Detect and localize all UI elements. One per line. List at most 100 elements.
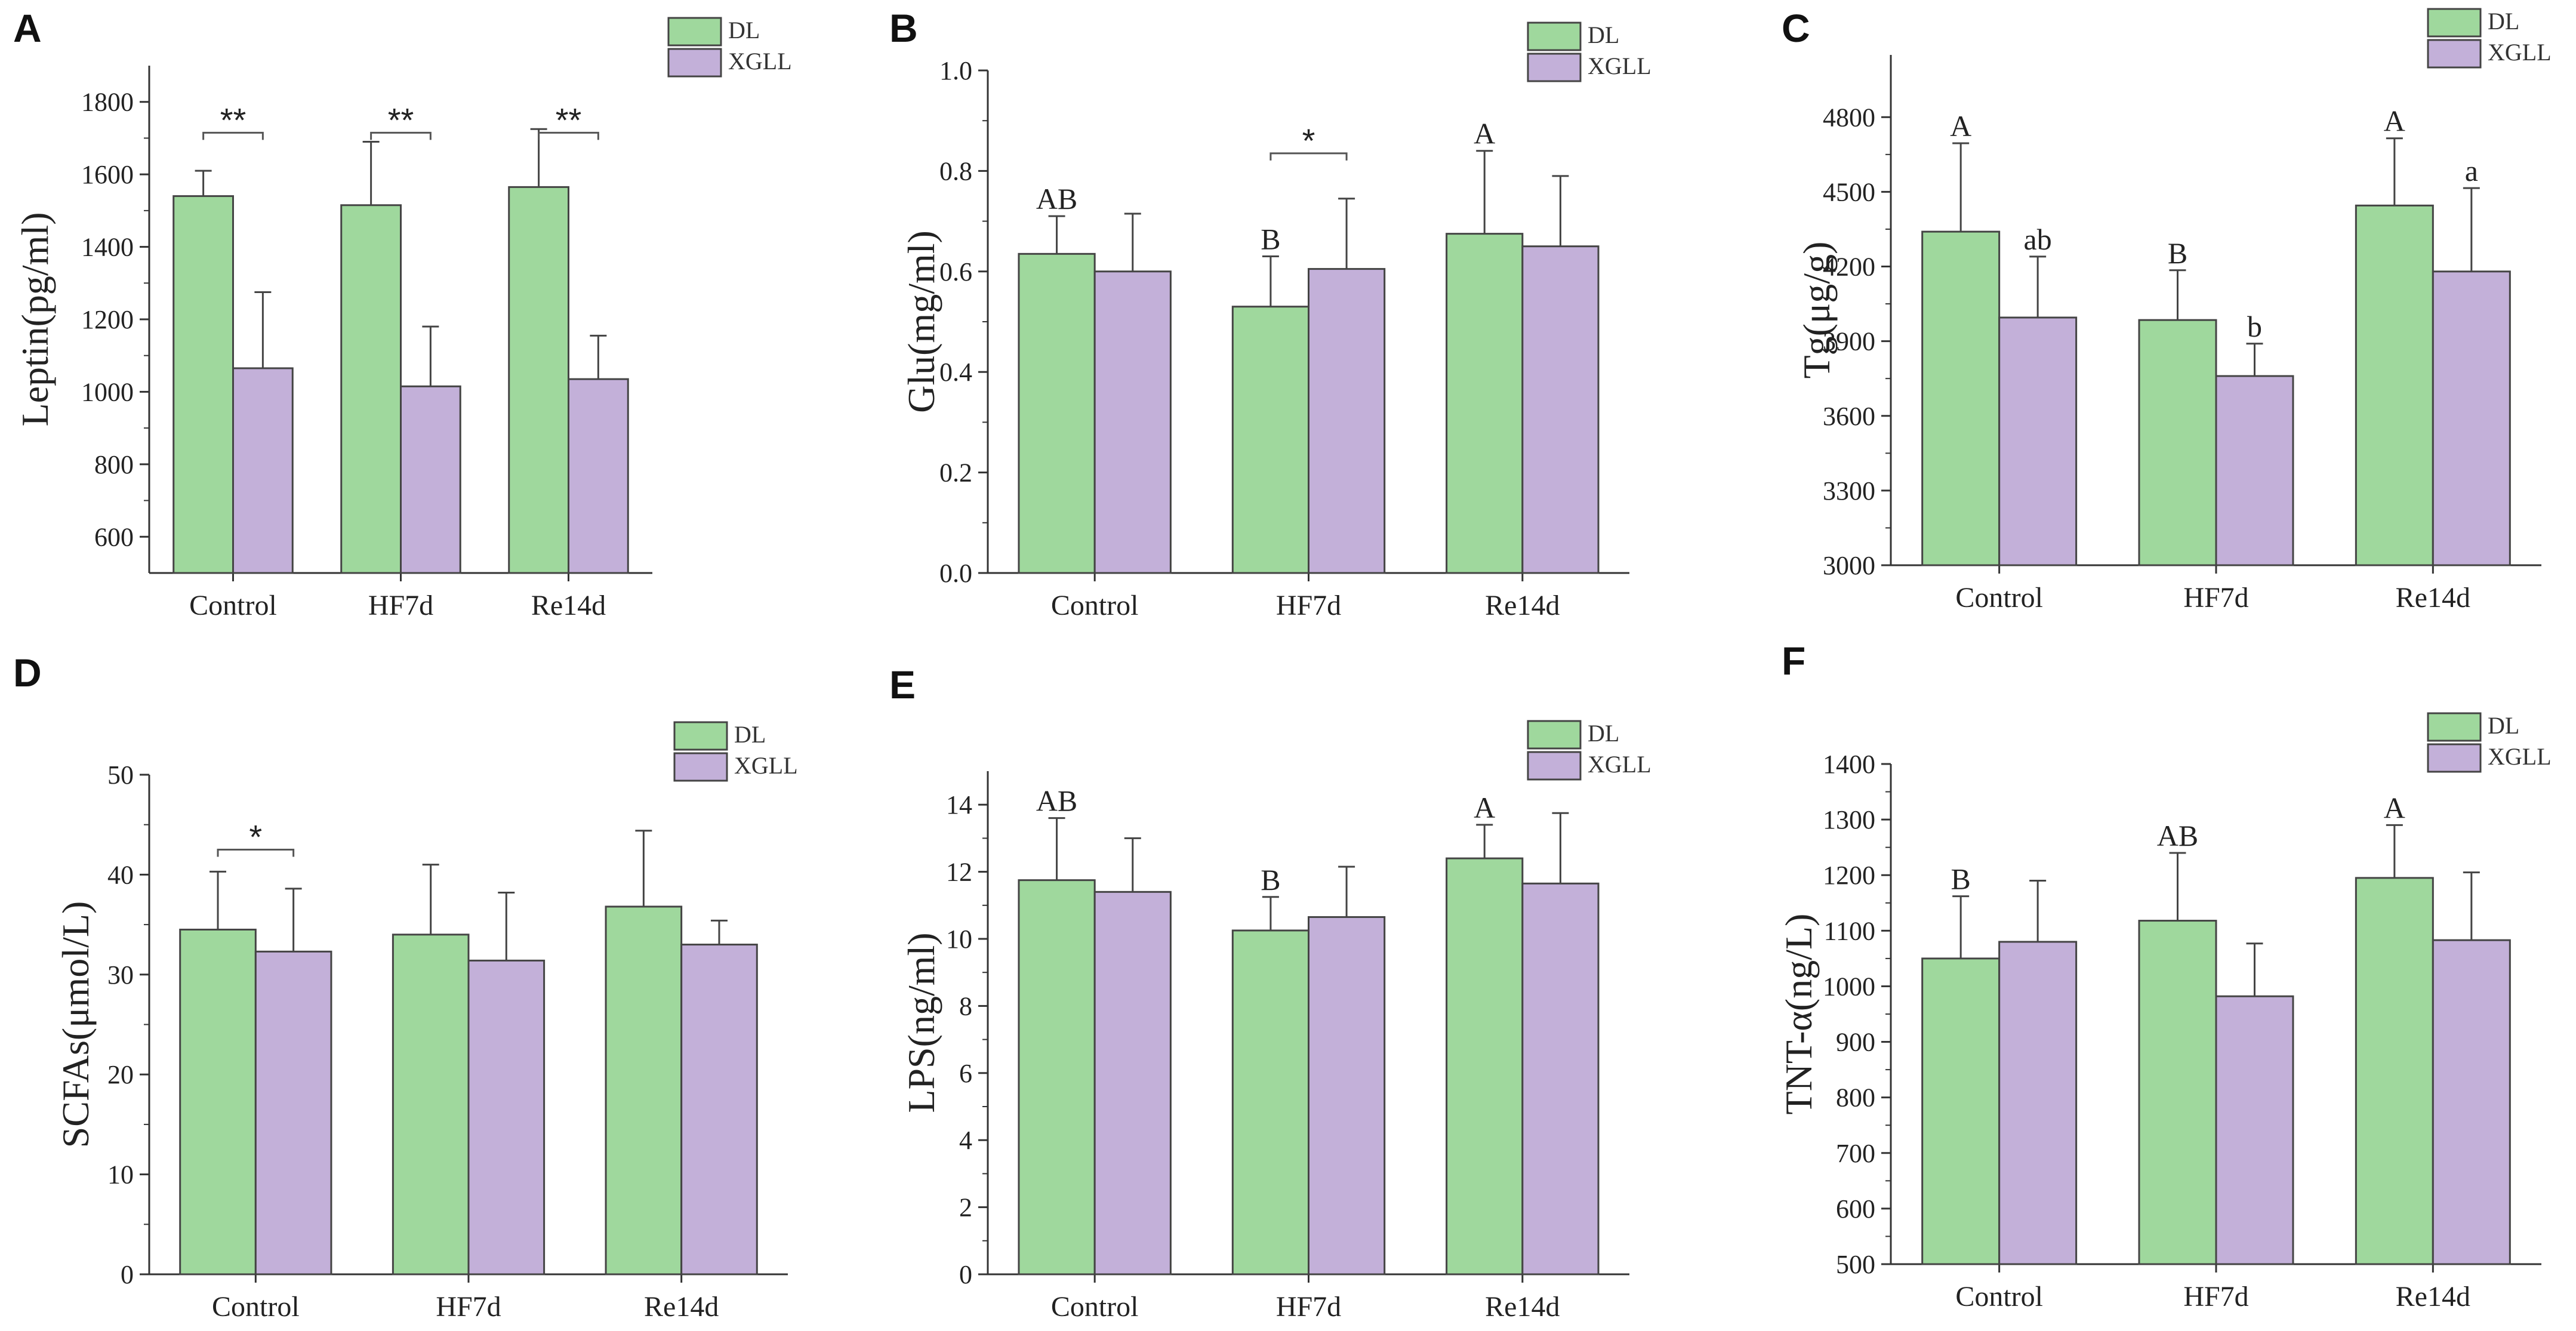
- y-tick-label: 1200: [81, 305, 134, 334]
- x-tick-label: Re14d: [644, 1291, 719, 1323]
- y-tick-label: 0.2: [939, 458, 972, 488]
- legend-swatch-dl: [1527, 720, 1582, 750]
- y-tick-label: 2: [959, 1193, 972, 1222]
- significance-letter: a: [2465, 154, 2478, 187]
- significance-stars: *: [249, 818, 262, 856]
- bar-dl-re14d: [508, 186, 569, 574]
- significance-bracket: [202, 131, 264, 140]
- y-axis-title: LPS(ng/ml): [900, 932, 942, 1113]
- significance-letter: AB: [2157, 819, 2198, 852]
- y-tick-label: 500: [1836, 1250, 1875, 1279]
- y-tick-label: 1000: [81, 377, 134, 406]
- legend-label: XGLL: [734, 752, 798, 779]
- legend-swatch-xgll: [2427, 743, 2482, 773]
- y-tick-label: 30: [107, 960, 134, 990]
- x-tick-label: HF7d: [1276, 1291, 1341, 1323]
- significance-letter: A: [1950, 109, 1971, 143]
- y-axis-title: Leptin(pg/ml): [14, 212, 56, 426]
- y-tick-label: 40: [107, 860, 134, 889]
- bar-dl-re14d: [2355, 204, 2434, 566]
- y-tick-label: 1100: [1824, 916, 1875, 945]
- y-tick-label: 4800: [1823, 103, 1875, 132]
- bar-dl-re14d: [1446, 857, 1524, 1275]
- significance-bracket: [370, 131, 432, 140]
- x-tick-label: Re14d: [2396, 1281, 2470, 1312]
- x-tick-label: Control: [1955, 1281, 2043, 1312]
- bar-xgll-control: [1998, 941, 2078, 1265]
- y-tick-label: 600: [1836, 1194, 1875, 1224]
- x-tick-label: Re14d: [1485, 590, 1560, 621]
- significance-bracket: [1269, 152, 1348, 161]
- y-tick-label: 0.0: [939, 559, 972, 588]
- bar-dl-control: [1018, 252, 1096, 574]
- x-tick-label: Re14d: [1485, 1291, 1560, 1323]
- bar-dl-hf7d: [1231, 929, 1310, 1275]
- bar-dl-control: [1921, 957, 2001, 1265]
- panel-f: F 500 600 700 800 900 1000 1100 1200 1300 1400 TNT-…: [1777, 639, 2552, 1312]
- y-tick-label: 600: [94, 522, 134, 551]
- y-tick-label: 1300: [1823, 805, 1875, 834]
- legend-swatch-xgll: [1527, 53, 1582, 82]
- y-axis-title: SCFAs(μmol/L): [54, 901, 97, 1148]
- bar-xgll-hf7d: [400, 385, 461, 574]
- bar-xgll-re14d: [568, 378, 629, 574]
- legend-label: XGLL: [728, 48, 792, 75]
- y-tick-label: 700: [1836, 1139, 1875, 1168]
- y-tick-label: 4500: [1823, 177, 1875, 207]
- bar-xgll-hf7d: [2215, 995, 2294, 1265]
- legend-label: XGLL: [1588, 53, 1651, 79]
- significance-stars: *: [1302, 122, 1315, 159]
- legend-label: DL: [2488, 8, 2519, 35]
- x-tick-label: Control: [189, 590, 277, 621]
- x-tick-label: Control: [1051, 590, 1139, 621]
- y-tick-label: 0: [121, 1260, 134, 1289]
- y-tick-label: 3300: [1823, 476, 1875, 506]
- y-tick-label: 3000: [1823, 551, 1875, 580]
- bar-dl-hf7d: [340, 204, 402, 574]
- y-tick-label: 6: [959, 1059, 972, 1088]
- panel-letter: D: [13, 651, 42, 695]
- significance-bracket: [217, 849, 295, 857]
- bar-xgll-re14d: [2432, 939, 2511, 1265]
- x-tick-label: Control: [1051, 1291, 1139, 1323]
- y-tick-label: 50: [107, 760, 134, 790]
- bar-dl-re14d: [2355, 877, 2434, 1265]
- y-tick-label: 3600: [1823, 402, 1875, 431]
- x-tick-label: HF7d: [2183, 1281, 2248, 1312]
- legend-label: XGLL: [2488, 39, 2552, 66]
- y-tick-label: 1000: [1823, 972, 1875, 1001]
- y-tick-label: 20: [107, 1060, 134, 1089]
- significance-letter: B: [2168, 236, 2187, 270]
- panel-letter: C: [1782, 6, 1810, 50]
- x-tick-label: Re14d: [531, 590, 606, 621]
- bar-xgll-control: [254, 950, 332, 1275]
- legend-label: DL: [728, 17, 760, 44]
- legend-swatch-dl: [2427, 8, 2482, 38]
- y-tick-label: 0.8: [939, 156, 972, 186]
- y-axis-title: Tg(μg/g): [1795, 242, 1838, 379]
- y-axis-title: Glu(mg/ml): [900, 230, 942, 413]
- legend-swatch-dl: [1527, 21, 1582, 51]
- significance-letter: A: [2384, 791, 2405, 824]
- legend-label: DL: [734, 721, 766, 748]
- y-tick-label: 1400: [1823, 750, 1875, 779]
- y-tick-label: 10: [946, 925, 972, 954]
- legend-swatch-xgll: [1527, 751, 1582, 781]
- bar-xgll-re14d: [1521, 245, 1600, 574]
- legend-label: DL: [1588, 21, 1619, 48]
- x-tick-label: HF7d: [2183, 582, 2248, 614]
- x-tick-label: Control: [1955, 582, 2043, 614]
- bar-dl-re14d: [1446, 233, 1524, 574]
- significance-letter: ab: [2024, 223, 2052, 256]
- x-tick-label: Control: [212, 1291, 300, 1323]
- y-tick-label: 800: [1836, 1083, 1875, 1113]
- y-tick-label: 0.4: [939, 358, 972, 387]
- significance-letter: A: [1474, 117, 1495, 150]
- significance-letter: AB: [1036, 784, 1077, 818]
- legend-swatch-dl: [2427, 712, 2482, 742]
- panel-d: D 0 10 20 30 40 50 SCFAs(μmol/L) Control HF7d Re14…: [13, 651, 798, 1323]
- y-tick-label: 12: [946, 858, 972, 887]
- bar-xgll-control: [1998, 316, 2078, 566]
- significance-letter: A: [2384, 104, 2405, 138]
